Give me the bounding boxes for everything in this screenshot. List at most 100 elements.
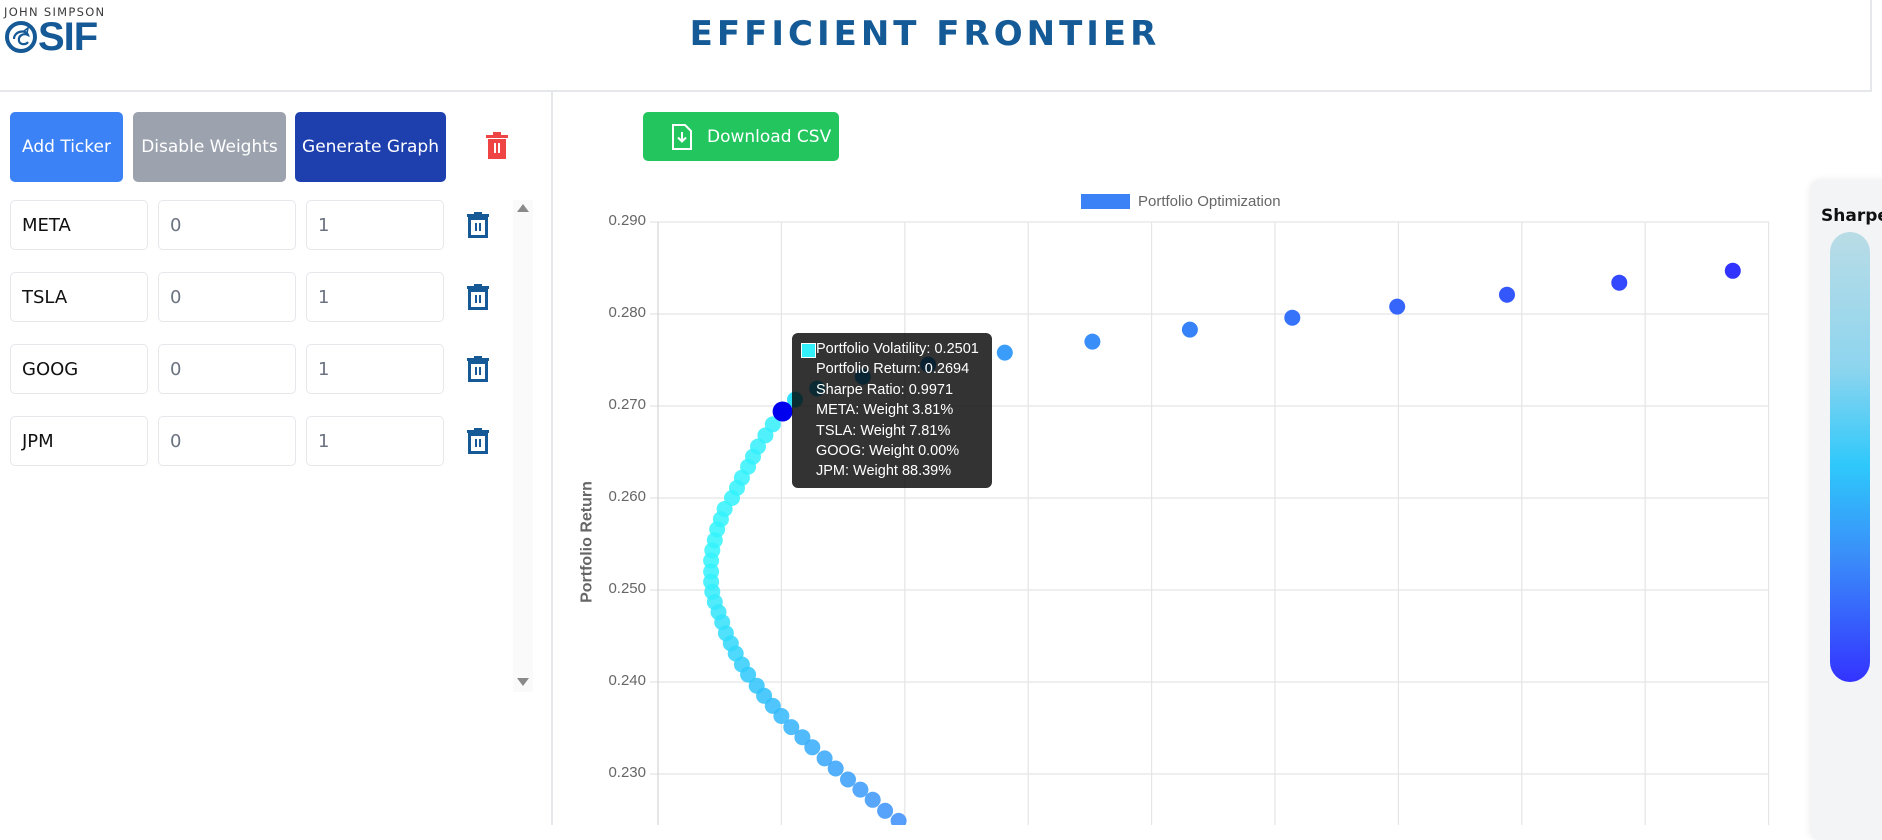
y-tick-label: 0.280 [608, 304, 646, 321]
data-point [877, 802, 894, 819]
data-point [864, 791, 881, 808]
tooltip-weight-jpm: JPM: Weight 88.39% [816, 463, 952, 480]
data-point [712, 511, 729, 528]
data-point [1611, 274, 1628, 291]
data-point [709, 521, 726, 538]
max-weight-input[interactable]: 1 [306, 272, 444, 322]
y-tick-label: 0.290 [608, 212, 646, 229]
sif-emblem-icon [5, 21, 37, 53]
data-point [1084, 333, 1101, 350]
data-point [703, 573, 720, 590]
page-header: JOHN SIMPSON SIF EFFICIENT FRONTIER [0, 0, 1872, 92]
legend-label: Portfolio Optimization [1138, 193, 1281, 210]
data-point [764, 416, 781, 433]
data-point [717, 625, 734, 642]
disable-weights-button[interactable]: Disable Weights [133, 112, 286, 182]
data-point [748, 677, 765, 694]
data-point [722, 635, 739, 652]
scroll-down-arrow-icon[interactable] [517, 678, 529, 686]
ticker-input[interactable]: GOOG [10, 344, 148, 394]
data-point [703, 563, 720, 580]
download-csv-label: Download CSV [707, 126, 832, 147]
data-point [890, 812, 907, 825]
tooltip-weight-meta: META: Weight 3.81% [816, 402, 954, 419]
data-point [740, 458, 757, 475]
sharpe-gradient-bar [1830, 232, 1870, 682]
ticker-input[interactable]: JPM [10, 416, 148, 466]
delete-ticker-icon[interactable] [466, 212, 490, 238]
y-tick-label: 0.250 [608, 580, 646, 597]
max-weight-input[interactable]: 1 [306, 200, 444, 250]
data-point [733, 469, 750, 486]
tooltip-color-swatch [801, 343, 816, 358]
data-point [704, 542, 721, 559]
chart-legend[interactable]: Portfolio Optimization [1081, 193, 1281, 210]
ticker-input[interactable]: META [10, 200, 148, 250]
data-point [724, 490, 740, 506]
delete-ticker-icon[interactable] [466, 356, 490, 382]
max-weight-input[interactable]: 1 [306, 416, 444, 466]
min-weight-input[interactable]: 0 [158, 200, 296, 250]
data-point [706, 532, 723, 549]
data-point [757, 427, 774, 444]
data-point [852, 781, 869, 798]
data-point [750, 438, 766, 455]
ticker-row: GOOG 0 1 [0, 344, 515, 396]
logo-sif-text: SIF [38, 15, 98, 59]
data-point [783, 719, 800, 736]
scroll-up-arrow-icon[interactable] [517, 204, 529, 212]
y-axis-label: Portfolio Return [578, 481, 596, 603]
data-point [827, 760, 844, 777]
data-point [1389, 298, 1406, 315]
tooltip-return: Portfolio Return: 0.2694 [816, 361, 970, 378]
data-point [740, 666, 757, 683]
y-tick-label: 0.270 [608, 396, 646, 413]
tooltip-weight-goog: GOOG: Weight 0.00% [816, 442, 960, 459]
ticker-panel: Add Ticker Disable Weights Generate Grap… [0, 92, 553, 825]
min-weight-input[interactable]: 0 [158, 344, 296, 394]
max-weight-input[interactable]: 1 [306, 344, 444, 394]
ticker-list-scrollbar[interactable] [513, 200, 533, 692]
data-point [764, 697, 781, 714]
file-download-icon [672, 123, 692, 150]
data-point [1181, 321, 1198, 338]
tooltip-sharpe: Sharpe Ratio: 0.9971 [816, 381, 954, 398]
tooltip-volatility: Portfolio Volatility: 0.2501 [816, 341, 979, 357]
highlighted-data-point [772, 401, 793, 422]
sharpe-legend-title: Sharpe [1821, 206, 1882, 226]
data-point [727, 645, 744, 662]
tooltip-weight-tsla: TSLA: Weight 7.81% [816, 422, 951, 439]
data-point [714, 614, 731, 631]
min-weight-input[interactable]: 0 [158, 416, 296, 466]
data-point [706, 594, 723, 610]
data-point [729, 479, 745, 496]
data-point [1724, 262, 1741, 279]
sharpe-color-legend: Sharpe [1810, 180, 1882, 840]
data-point [703, 552, 720, 569]
clear-all-trash-icon[interactable] [485, 132, 509, 160]
data-point [996, 344, 1013, 361]
logo-top-text: JOHN SIMPSON [4, 5, 106, 19]
download-csv-button[interactable]: Download CSV [643, 112, 839, 161]
delete-ticker-icon[interactable] [466, 284, 490, 310]
legend-swatch [1081, 194, 1130, 209]
data-point [733, 656, 750, 673]
y-tick-label: 0.230 [608, 764, 646, 781]
chart-grid [650, 221, 1770, 825]
page-title: EFFICIENT FRONTIER [689, 14, 1161, 54]
delete-ticker-icon[interactable] [466, 428, 490, 454]
generate-graph-button[interactable]: Generate Graph [295, 112, 446, 182]
data-point [704, 583, 721, 600]
y-tick-label: 0.260 [608, 488, 646, 505]
min-weight-input[interactable]: 0 [158, 272, 296, 322]
data-point [756, 687, 773, 704]
data-point [1499, 286, 1515, 303]
y-tick-label: 0.240 [608, 672, 646, 689]
logo: JOHN SIMPSON SIF [4, 5, 106, 59]
add-ticker-button[interactable]: Add Ticker [10, 112, 123, 182]
ticker-row: JPM 0 1 [0, 416, 515, 468]
data-point [1284, 309, 1301, 326]
ticker-input[interactable]: TSLA [10, 272, 148, 322]
ticker-row: META 0 1 [0, 200, 515, 252]
data-point [745, 448, 761, 465]
